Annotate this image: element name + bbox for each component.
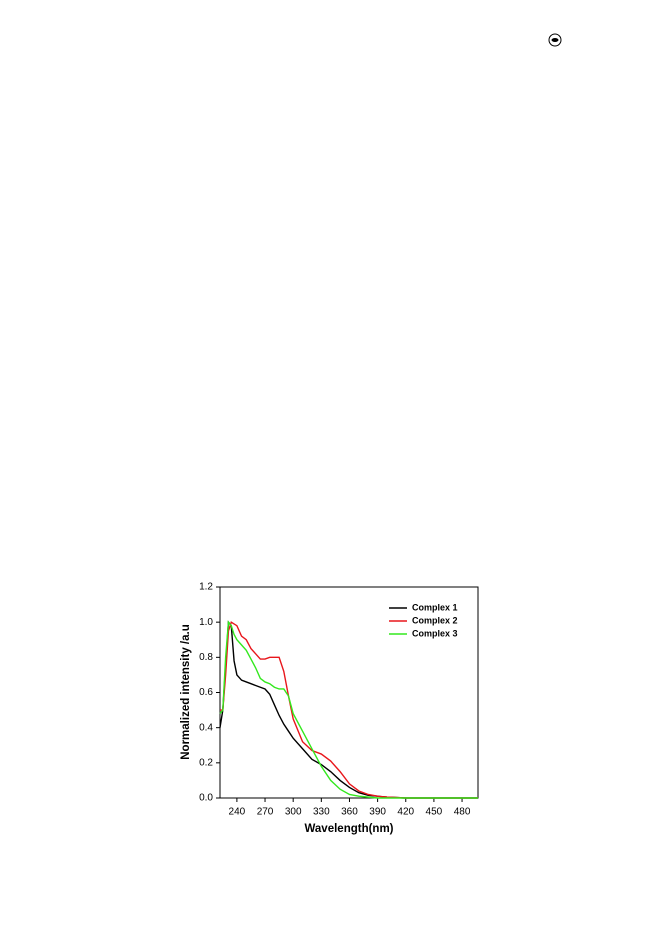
legend-label: Complex 2 (412, 615, 458, 625)
x-tick-label: 360 (341, 807, 358, 818)
x-tick-label: 300 (285, 807, 302, 818)
series-line (220, 621, 478, 799)
y-axis-label: Normalized intensity /a.u (180, 624, 192, 759)
y-tick-label: 0.4 (199, 722, 213, 733)
y-tick-label: 1.0 (199, 617, 213, 628)
legend-label: Complex 1 (412, 602, 458, 612)
x-tick-label: 240 (229, 807, 246, 818)
page-icon (548, 33, 562, 47)
x-tick-label: 390 (369, 807, 386, 818)
y-tick-label: 0.0 (199, 793, 213, 804)
y-tick-label: 0.8 (199, 652, 213, 663)
y-tick-label: 0.2 (199, 757, 213, 768)
x-tick-label: 480 (454, 807, 471, 818)
x-tick-label: 450 (426, 807, 443, 818)
legend-label: Complex 3 (412, 628, 458, 638)
x-tick-label: 270 (257, 807, 274, 818)
series-line (219, 620, 478, 799)
y-tick-label: 0.6 (199, 687, 213, 698)
x-axis-label: Wavelength(nm) (304, 823, 393, 835)
x-tick-label: 420 (397, 807, 414, 818)
y-tick-label: 1.2 (199, 582, 213, 593)
x-tick-label: 330 (313, 807, 330, 818)
series-line (219, 620, 478, 799)
